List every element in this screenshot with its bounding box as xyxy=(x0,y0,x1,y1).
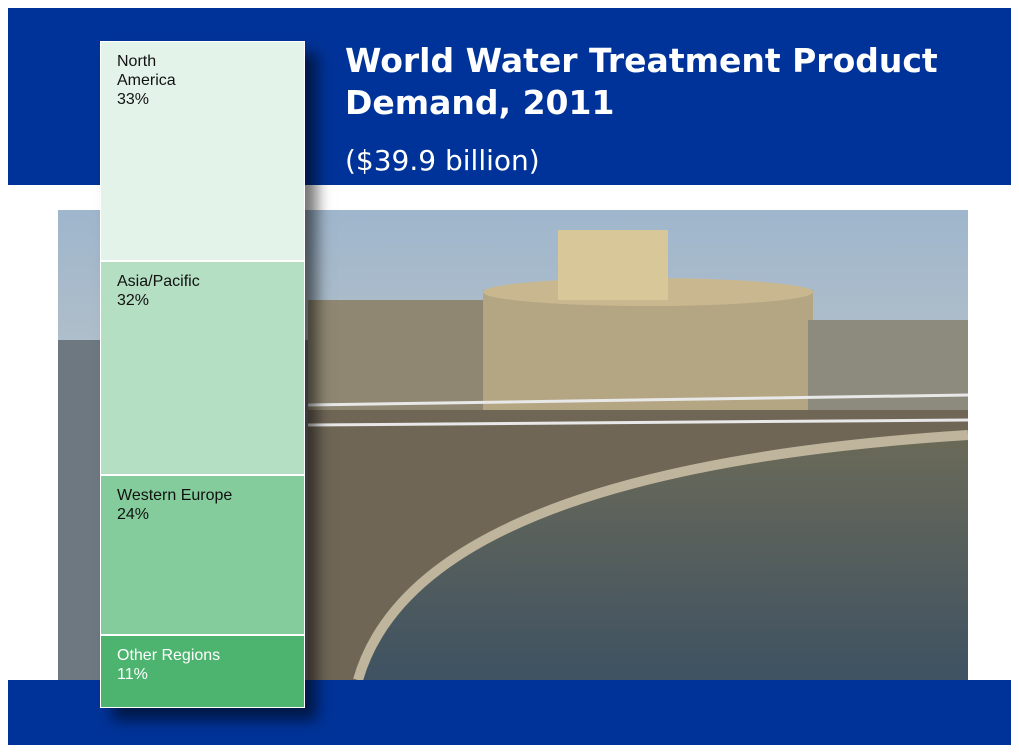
value-label: 11% xyxy=(117,665,288,684)
segment-label: North America xyxy=(117,52,207,90)
page: {"chart_data": {"type": "stacked-bar", "… xyxy=(0,0,1019,753)
chart-title: World Water Treatment Product Demand, 20… xyxy=(345,40,985,124)
value-label: 24% xyxy=(117,505,288,524)
segment-label: Asia/Pacific xyxy=(117,272,288,291)
segment-label: Western Europe xyxy=(117,486,288,505)
chart-subtitle: ($39.9 billion) xyxy=(345,144,540,177)
segment-label: Other Regions xyxy=(117,646,288,665)
value-label: 32% xyxy=(117,291,288,310)
value-label: 33% xyxy=(117,90,288,109)
